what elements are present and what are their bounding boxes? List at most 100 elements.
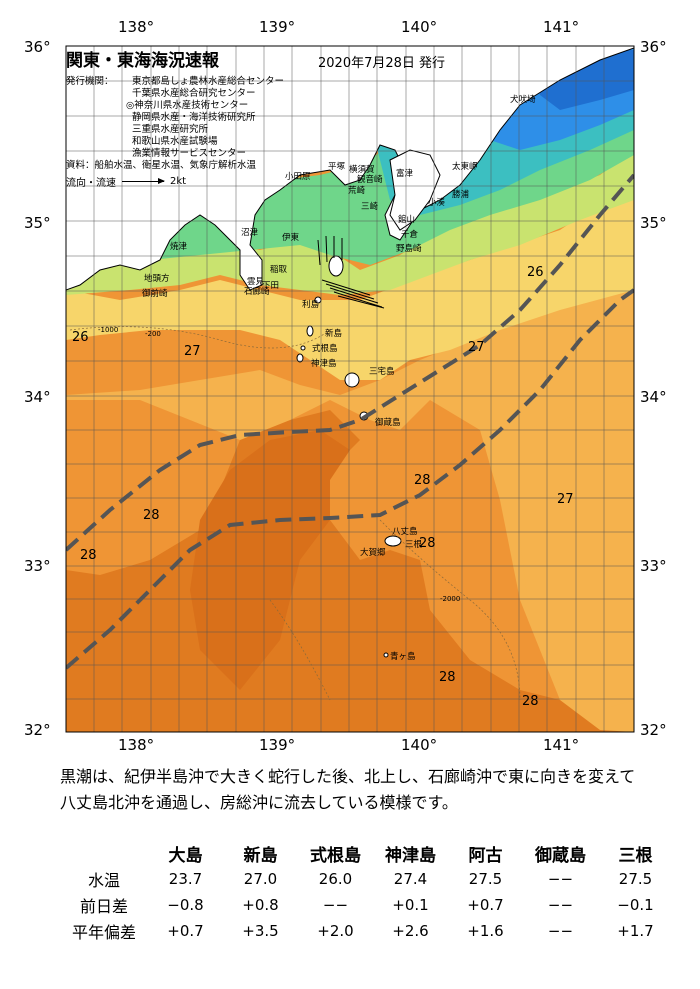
- place-label: 大賀郷: [360, 548, 386, 558]
- warm-core-region-2: [190, 430, 350, 690]
- isotherm-label-28: 28: [439, 670, 456, 685]
- table-cell: +2.0: [317, 922, 354, 940]
- place-label: 雲見: [247, 277, 265, 287]
- kuroshio-description: 黒潮は、紀伊半島沖で大きく蛇行した後、北上し、石廊崎沖で東に向きを変えて八丈島北…: [60, 767, 636, 812]
- island-oshima: [328, 255, 344, 277]
- place-label: 焼津: [170, 242, 188, 252]
- lon-label-140: 140°: [401, 18, 438, 36]
- lon-label-139-bottom: 139°: [259, 736, 296, 754]
- map-frame: [65, 45, 635, 733]
- isotherm-label-27: 27: [557, 492, 574, 507]
- table-cell: −−: [547, 870, 574, 888]
- station-header: 神津島: [385, 845, 436, 866]
- place-label: 館山: [398, 215, 416, 225]
- table-cell: 27.5: [618, 870, 653, 888]
- depth-label: -1000: [98, 326, 119, 334]
- land-boso: [389, 149, 441, 231]
- lat-label-33: 33°: [24, 557, 51, 575]
- table-header-row: 大島 新島 式根島 神津島 阿古 御蔵島 三根: [60, 840, 673, 866]
- isotherm-label-28: 28: [522, 694, 539, 709]
- isotherm-label-28: 28: [414, 473, 431, 488]
- place-label: 御前崎: [142, 289, 168, 299]
- depth-contours: [69, 326, 521, 701]
- lon-label-140-bottom: 140°: [401, 736, 438, 754]
- place-label: 稲取: [270, 265, 288, 275]
- sea-27-region: [66, 280, 634, 732]
- table-cell: +0.8: [242, 896, 279, 914]
- lat-label-34-right: 34°: [640, 388, 667, 406]
- lat-label-35-right: 35°: [640, 214, 667, 232]
- observation-table: 大島 新島 式根島 神津島 阿古 御蔵島 三根 水温 23.7 27.0 26.…: [60, 840, 673, 944]
- island-kozushima: [296, 353, 304, 363]
- table-cell: +2.6: [392, 922, 429, 940]
- table-row: 平年偏差 +0.7 +3.5 +2.0 +2.6 +1.6 −− +1.7: [60, 918, 673, 944]
- place-label: 千倉: [401, 230, 419, 240]
- table-cell: +0.1: [392, 896, 429, 914]
- table-cell: 27.4: [393, 870, 428, 888]
- station-header: 式根島: [310, 845, 361, 866]
- lat-label-36-right: 36°: [640, 38, 667, 56]
- place-label: 犬吠埼: [510, 95, 536, 105]
- lon-label-141: 141°: [543, 18, 580, 36]
- place-label: 横須賀: [349, 165, 375, 175]
- place-label: 利島: [302, 300, 320, 310]
- isotherm-label-26: 26: [527, 265, 544, 280]
- place-label: 神津島: [311, 359, 337, 369]
- lon-label-138-bottom: 138°: [118, 736, 155, 754]
- island-niijima: [306, 325, 314, 337]
- place-label: 野島崎: [396, 244, 422, 254]
- lat-label-32-right: 32°: [640, 721, 667, 739]
- isotherm-label-26: 26: [72, 330, 89, 345]
- lat-label-33-right: 33°: [640, 557, 667, 575]
- station-header: 御蔵島: [535, 845, 586, 866]
- current-arrows: [317, 235, 385, 309]
- table-cell: 23.7: [168, 870, 203, 888]
- place-label: 平塚: [328, 162, 346, 172]
- depth-label: -2000: [440, 595, 461, 603]
- sea-27-east: [520, 400, 634, 710]
- isotherm-label-28: 28: [80, 548, 97, 563]
- isotherm-label-28: 28: [419, 536, 436, 551]
- table-cell: +0.7: [467, 896, 504, 914]
- table-cell: −0.8: [167, 896, 204, 914]
- table-cell: −0.1: [617, 896, 654, 914]
- place-label: 御蔵島: [375, 418, 401, 428]
- place-label: 富津: [396, 169, 414, 179]
- lat-label-32: 32°: [24, 721, 51, 739]
- table-cell: +0.7: [167, 922, 204, 940]
- sea-26-region: [66, 180, 634, 380]
- sea-25-region: [66, 150, 634, 295]
- table-row: 前日差 −0.8 +0.8 −− +0.1 +0.7 −− −0.1: [60, 892, 673, 918]
- place-label: 青ヶ島: [390, 652, 416, 662]
- row-label: 水温: [87, 871, 120, 890]
- place-label: 小湊: [428, 198, 446, 208]
- place-label: 勝浦: [452, 190, 470, 200]
- place-label: 式根島: [312, 344, 338, 354]
- place-label: 新島: [325, 329, 343, 339]
- table-cell: +3.5: [242, 922, 279, 940]
- table-cell: 27.5: [468, 870, 503, 888]
- table-cell: −−: [547, 896, 574, 914]
- place-label: 三根: [405, 540, 423, 550]
- station-header: 阿古: [468, 845, 503, 866]
- isotherm-label-27: 27: [468, 340, 485, 355]
- lon-label-138: 138°: [118, 18, 155, 36]
- table-cell: 26.0: [318, 870, 353, 888]
- place-label: 荒崎: [348, 186, 366, 196]
- place-label: 観音崎: [357, 175, 383, 185]
- lon-label-141-bottom: 141°: [543, 736, 580, 754]
- station-header: 三根: [618, 845, 653, 866]
- kuroshio-south-edge: [66, 288, 634, 670]
- island-hachijojima: [384, 535, 402, 547]
- table-cell: +1.6: [467, 922, 504, 940]
- lat-label-35: 35°: [24, 214, 51, 232]
- isotherm-label-27: 27: [184, 344, 201, 359]
- lat-lon-grid: [66, 46, 634, 732]
- place-label: 三崎: [361, 202, 379, 212]
- row-label: 平年偏差: [71, 923, 136, 942]
- sea-temperature-map: [65, 45, 635, 733]
- row-label: 前日差: [79, 897, 128, 916]
- station-header: 新島: [243, 845, 278, 866]
- table-row: 水温 23.7 27.0 26.0 27.4 27.5 −− 27.5: [60, 866, 673, 892]
- table-cell: 27.0: [243, 870, 278, 888]
